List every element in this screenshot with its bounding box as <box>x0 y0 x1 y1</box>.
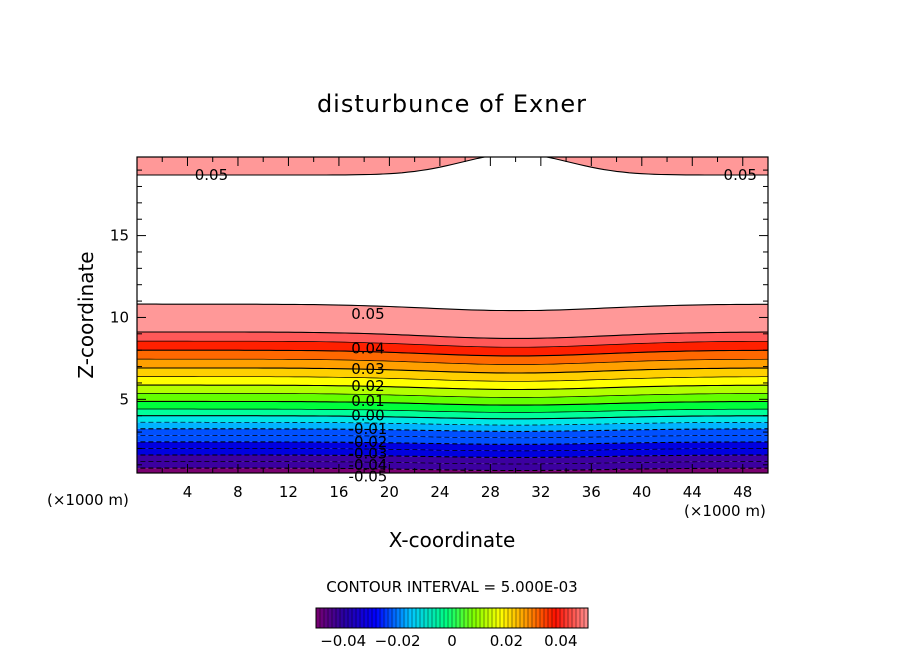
fill-band <box>137 304 768 339</box>
colorbar-tick-label: 0.02 <box>490 632 523 650</box>
contour-line <box>137 408 768 413</box>
fill-band <box>137 359 768 373</box>
colorbar-divisions <box>319 608 585 628</box>
colorbar-ticks: −0.04 −0.02 0 0.02 0.04 <box>320 632 577 650</box>
contour-interval-text: CONTOUR INTERVAL = 5.000E-03 <box>326 578 577 596</box>
contour-line <box>137 434 768 439</box>
contour-line <box>137 303 768 312</box>
contour-label: 0.05 <box>724 166 757 184</box>
contour-labels: 0.050.040.030.020.010.00-0.01-0.02-0.03-… <box>195 166 757 485</box>
colorbar-tick-label: 0.04 <box>544 632 577 650</box>
contour-label: 0.02 <box>351 377 384 395</box>
colorbar-frame <box>315 607 589 629</box>
contour-line <box>137 454 768 458</box>
contour-line <box>137 428 768 432</box>
contour-line <box>137 400 768 406</box>
colorbar-tick-label: 0 <box>447 632 457 650</box>
contour-label: -0.02 <box>349 433 388 451</box>
fill-band <box>137 441 768 451</box>
contour-line <box>137 349 768 357</box>
colorbar-tick-label: −0.04 <box>320 632 366 650</box>
chart-title: disturbunce of Exner <box>317 90 587 118</box>
y-tick-label: 15 <box>110 227 129 245</box>
x-tick-label: 32 <box>531 483 550 501</box>
x-unit-left: (×1000 m) <box>47 491 129 509</box>
x-axis-label: X-coordinate <box>389 528 516 552</box>
contour-label: 0.04 <box>351 340 384 358</box>
contour-line <box>137 358 768 365</box>
y-axis-ticks: 5 10 15 <box>110 169 768 466</box>
contour-line <box>137 393 768 398</box>
contour-label: 0.01 <box>351 392 384 410</box>
x-tick-label: 36 <box>582 483 601 501</box>
fill-band <box>137 461 768 471</box>
x-tick-label: 20 <box>380 483 399 501</box>
x-tick-label: 8 <box>233 483 243 501</box>
contour-line <box>137 376 768 382</box>
x-tick-label: 48 <box>733 483 752 501</box>
fill-band <box>137 393 768 406</box>
plot-frame <box>136 156 769 474</box>
fill-band <box>137 422 768 432</box>
x-axis-ticks: 4 8 12 16 20 24 28 32 36 40 44 48 <box>136 157 769 501</box>
contour-line <box>137 461 768 465</box>
contour-lines <box>124 157 780 478</box>
contour-line <box>137 467 768 472</box>
contour-line <box>137 421 768 426</box>
fill-band <box>137 401 768 413</box>
contour-line <box>137 157 768 176</box>
fill-band <box>137 435 768 445</box>
contour-line <box>137 448 768 452</box>
x-tick-label: 24 <box>430 483 449 501</box>
fill-band <box>137 455 768 464</box>
y-tick-label: 5 <box>119 390 129 408</box>
contour-line <box>137 331 768 339</box>
contour-label: -0.03 <box>349 444 388 462</box>
colorbar: −0.04 −0.02 0 0.02 0.04 <box>315 607 589 650</box>
x-tick-label: 44 <box>683 483 702 501</box>
x-tick-label: 28 <box>481 483 500 501</box>
contour-line <box>137 367 768 374</box>
y-axis-label: Z-coordinate <box>74 251 98 378</box>
fill-band <box>137 409 768 419</box>
y-tick-label: 10 <box>110 308 129 326</box>
contour-line <box>137 415 768 420</box>
x-tick-label: 40 <box>632 483 651 501</box>
x-tick-label: 12 <box>279 483 298 501</box>
contour-line <box>137 340 768 348</box>
fill-band <box>137 448 768 458</box>
x-tick-label: 4 <box>183 483 193 501</box>
contour-label: -0.05 <box>349 467 388 485</box>
fill-band-top <box>137 157 768 175</box>
contour-line <box>124 475 780 478</box>
contour-label: 0.05 <box>195 166 228 184</box>
contour-label: 0.05 <box>351 305 384 323</box>
contour-label: 0.00 <box>351 407 384 425</box>
contour-label: -0.01 <box>349 420 388 438</box>
contour-line <box>137 441 768 445</box>
fill-band <box>137 385 768 398</box>
contour-label: -0.04 <box>349 456 388 474</box>
fill-band <box>137 428 768 438</box>
contour-line <box>137 384 768 391</box>
x-unit-right: (×1000 m) <box>684 502 766 520</box>
fill-band <box>137 376 768 390</box>
colorbar-tick-label: −0.02 <box>375 632 421 650</box>
x-tick-label: 16 <box>329 483 348 501</box>
contour-label: 0.03 <box>351 360 384 378</box>
